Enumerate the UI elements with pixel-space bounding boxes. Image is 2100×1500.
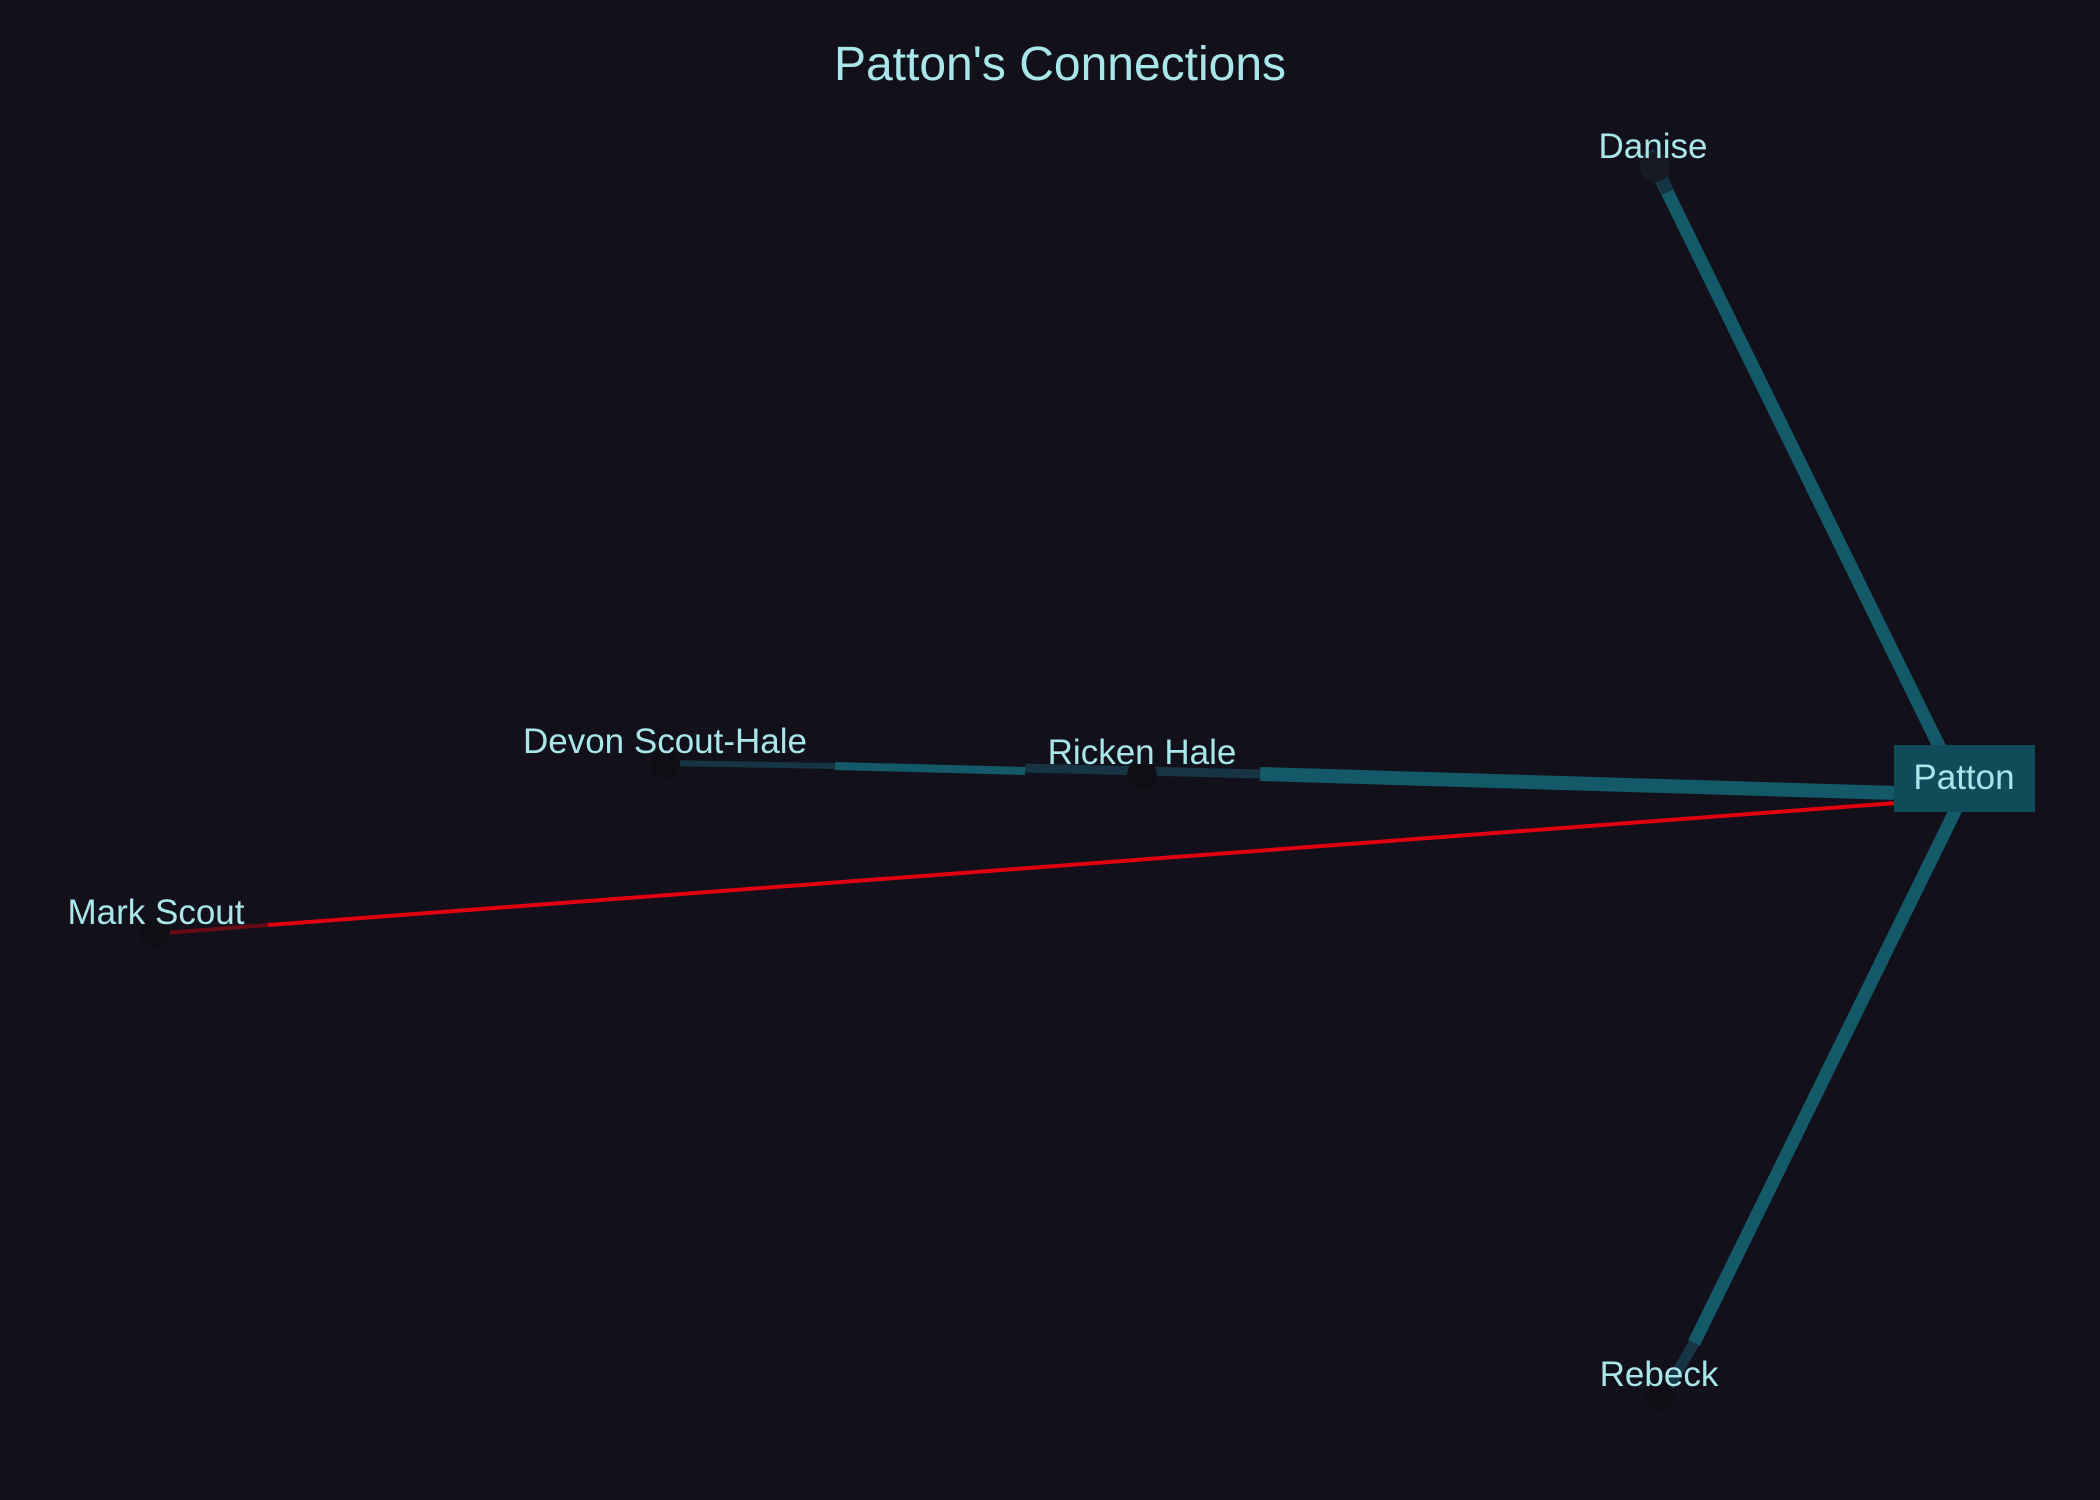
node-label-devon: Devon Scout-Hale xyxy=(523,722,807,761)
edge-end-mark xyxy=(151,923,269,936)
node-label-danise: Danise xyxy=(1599,127,1708,166)
node-marker-devon xyxy=(650,749,680,779)
center-node-box xyxy=(1894,745,2035,812)
node-marker-danise xyxy=(1640,152,1670,182)
edge-end-devon xyxy=(661,760,836,769)
edge-patton-rebeck xyxy=(1688,792,1969,1346)
node-label-rebeck: Rebeck xyxy=(1600,1355,1719,1394)
edge-ricken-devon xyxy=(834,762,1026,775)
node-labels: Danise Devon Scout-Hale Ricken Hale Mark… xyxy=(68,127,2015,1394)
edge-patton-ricken xyxy=(1259,767,1964,802)
node-marker-mark xyxy=(140,918,170,948)
edge-patton-mark xyxy=(267,801,1897,927)
node-marker-rebeck xyxy=(1645,1381,1675,1411)
edge-patton-danise xyxy=(1648,160,1970,802)
diagram-title: Patton's Connections xyxy=(834,38,1286,91)
node-marker-ricken xyxy=(1127,760,1157,790)
edges xyxy=(151,149,1970,1405)
node-label-mark: Mark Scout xyxy=(68,893,245,932)
node-label-patton: Patton xyxy=(1913,758,2014,797)
node-label-ricken: Ricken Hale xyxy=(1048,733,1237,772)
